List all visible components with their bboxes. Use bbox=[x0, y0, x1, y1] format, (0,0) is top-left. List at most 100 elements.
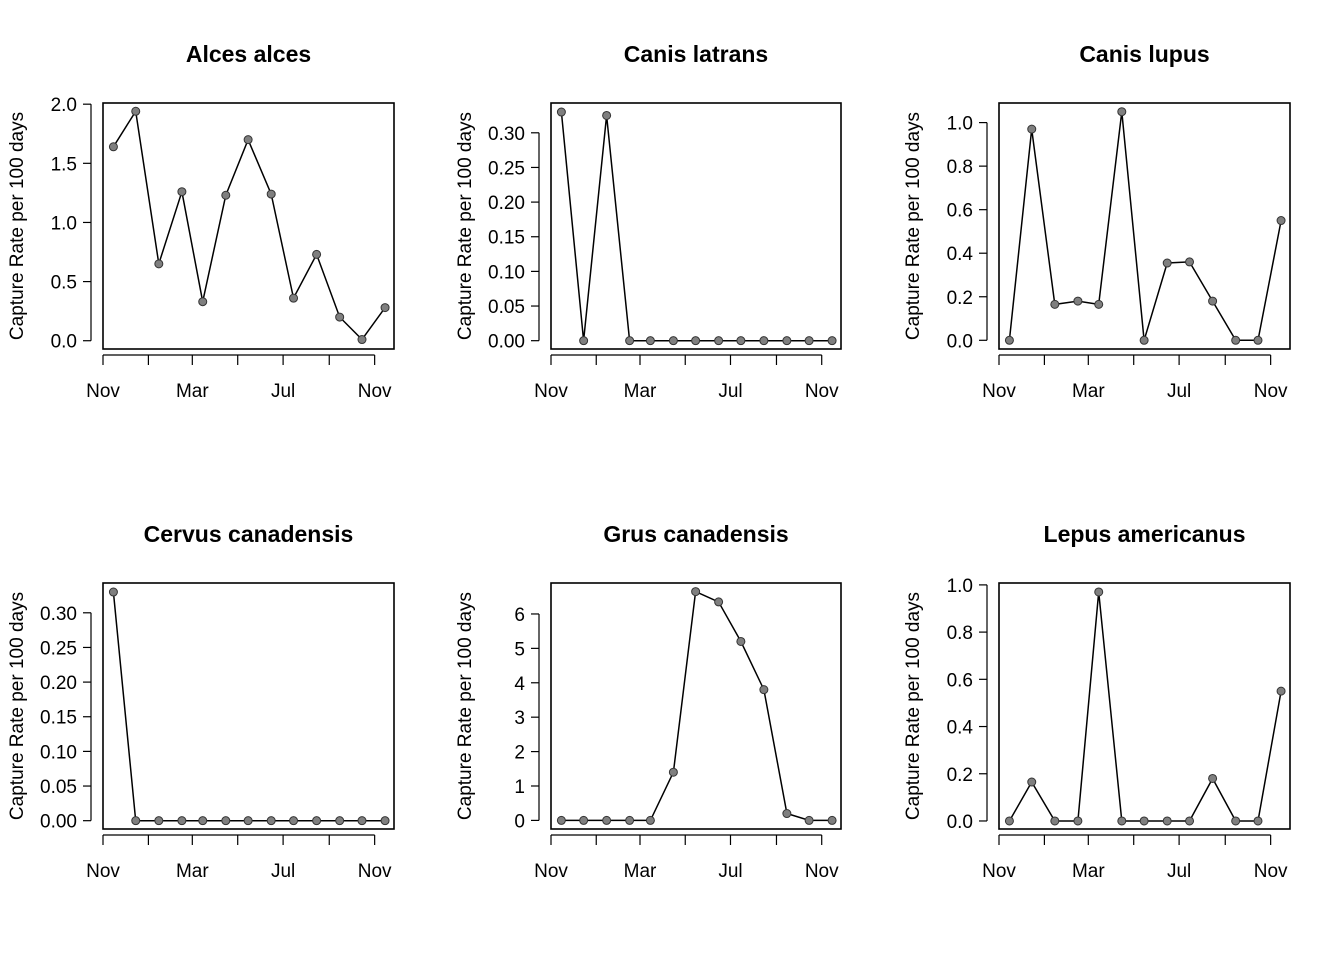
y-tick-label: 0.5 bbox=[51, 273, 77, 294]
data-point bbox=[131, 816, 141, 826]
data-point bbox=[1185, 257, 1195, 267]
y-tick-label: 0.20 bbox=[488, 193, 525, 214]
data-point bbox=[1139, 335, 1149, 345]
data-point bbox=[625, 336, 635, 346]
y-tick-label: 0.15 bbox=[488, 228, 525, 249]
data-point bbox=[736, 336, 746, 346]
data-point bbox=[1208, 296, 1218, 306]
x-tick-label: Mar bbox=[1072, 381, 1105, 402]
chart-title: Grus canadensis bbox=[603, 521, 788, 547]
x-tick-label: Nov bbox=[982, 861, 1016, 882]
x-tick-label: Nov bbox=[534, 381, 568, 402]
data-point bbox=[1050, 816, 1060, 826]
y-tick-label: 0.8 bbox=[947, 623, 973, 644]
x-tick-label: Mar bbox=[176, 861, 209, 882]
y-tick-label: 1.0 bbox=[947, 114, 973, 135]
data-point bbox=[1073, 816, 1083, 826]
y-tick-label: 0.25 bbox=[488, 158, 525, 179]
data-point bbox=[782, 336, 792, 346]
y-tick-label: 0.20 bbox=[40, 673, 77, 694]
y-tick-label: 0.25 bbox=[40, 638, 77, 659]
data-point bbox=[827, 336, 837, 346]
chart-panel: Grus canadensis Capture Rate per 100 days… bbox=[455, 521, 842, 882]
plot-frame bbox=[102, 102, 395, 350]
y-tick-label: 0 bbox=[514, 811, 525, 832]
y-tick-label: 0.2 bbox=[947, 288, 973, 309]
data-point bbox=[131, 106, 141, 116]
series-line bbox=[1008, 111, 1282, 342]
x-tick-label: Jul bbox=[718, 861, 742, 882]
data-point bbox=[759, 336, 769, 346]
data-point bbox=[1162, 258, 1172, 268]
data-point bbox=[266, 189, 276, 199]
data-point bbox=[827, 815, 837, 825]
series-line bbox=[1008, 591, 1282, 822]
x-tick-label: Nov bbox=[534, 861, 568, 882]
data-point bbox=[804, 815, 814, 825]
data-point bbox=[380, 303, 390, 313]
y-tick-label: 1 bbox=[514, 777, 525, 798]
y-tick-label: 0.0 bbox=[51, 332, 77, 353]
x-tick-label: Jul bbox=[271, 861, 295, 882]
data-point bbox=[380, 816, 390, 826]
y-tick-label: 0.2 bbox=[947, 765, 973, 786]
x-tick-label: Nov bbox=[358, 861, 392, 882]
y-tick-label: 0.8 bbox=[947, 157, 973, 178]
y-tick-label: 0.00 bbox=[40, 812, 77, 833]
data-point bbox=[177, 187, 187, 197]
y-tick-label: 0.4 bbox=[947, 718, 974, 739]
data-point bbox=[198, 297, 208, 307]
plot-frame bbox=[550, 102, 842, 350]
data-point bbox=[312, 249, 322, 259]
data-point bbox=[1050, 299, 1060, 309]
data-point bbox=[602, 110, 612, 120]
data-point bbox=[1276, 686, 1286, 696]
data-point bbox=[266, 816, 276, 826]
data-point bbox=[357, 816, 367, 826]
data-point bbox=[1117, 816, 1127, 826]
y-axis-label: Capture Rate per 100 days bbox=[903, 592, 924, 820]
data-point bbox=[1117, 107, 1127, 117]
x-tick-label: Nov bbox=[805, 861, 839, 882]
y-tick-label: 0.4 bbox=[947, 244, 974, 265]
series-line bbox=[560, 111, 833, 342]
y-tick-label: 0.15 bbox=[40, 708, 77, 729]
x-tick-label: Nov bbox=[1254, 861, 1288, 882]
y-tick-label: 4 bbox=[514, 674, 525, 695]
y-axis-label: Capture Rate per 100 days bbox=[7, 112, 28, 340]
x-tick-label: Mar bbox=[624, 861, 657, 882]
data-point bbox=[691, 587, 701, 597]
y-tick-label: 1.5 bbox=[51, 154, 77, 175]
x-tick-label: Nov bbox=[358, 381, 392, 402]
data-point bbox=[221, 816, 231, 826]
y-tick-label: 1.0 bbox=[947, 576, 973, 597]
data-point bbox=[1004, 816, 1014, 826]
data-point bbox=[289, 293, 299, 303]
y-tick-label: 0.05 bbox=[488, 297, 525, 318]
x-tick-label: Jul bbox=[271, 381, 295, 402]
data-point bbox=[1004, 335, 1014, 345]
series-line bbox=[112, 591, 386, 822]
chart-title: Canis latrans bbox=[624, 41, 768, 67]
data-point bbox=[625, 815, 635, 825]
series-line bbox=[112, 109, 386, 341]
data-point bbox=[221, 190, 231, 200]
x-tick-label: Nov bbox=[86, 861, 120, 882]
data-point bbox=[1139, 816, 1149, 826]
chart-panel: Alces alces Capture Rate per 100 days 0.0 0… bbox=[7, 41, 395, 402]
data-point bbox=[804, 336, 814, 346]
x-tick-label: Nov bbox=[982, 381, 1016, 402]
y-axis-label: Capture Rate per 100 days bbox=[455, 112, 476, 340]
data-point bbox=[714, 336, 724, 346]
y-tick-label: 0.0 bbox=[947, 331, 973, 352]
data-point bbox=[668, 767, 678, 777]
y-tick-label: 0.6 bbox=[947, 670, 973, 691]
data-point bbox=[714, 597, 724, 607]
data-point bbox=[1253, 816, 1263, 826]
data-point bbox=[1231, 816, 1241, 826]
data-point bbox=[108, 142, 118, 152]
y-tick-label: 0.30 bbox=[488, 124, 525, 145]
y-axis-label: Capture Rate per 100 days bbox=[455, 592, 476, 820]
data-point bbox=[243, 816, 253, 826]
